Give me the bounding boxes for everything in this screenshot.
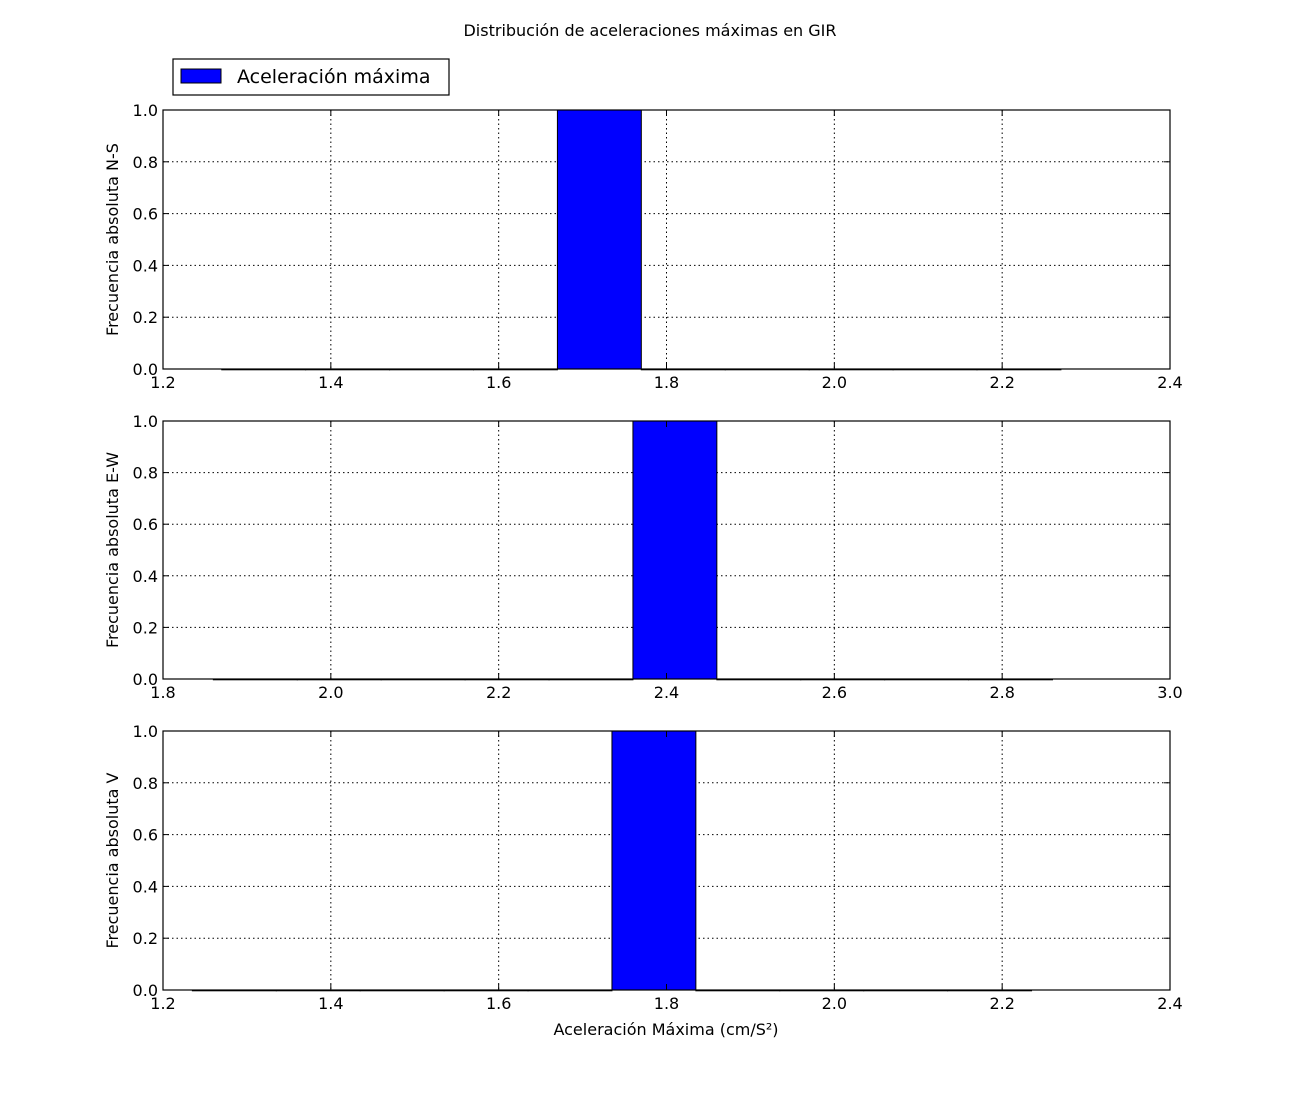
legend: Aceleración máxima [172,58,450,96]
x-tick-label: 2.2 [989,994,1014,1013]
x-tick-label: 1.2 [150,373,175,392]
histogram-bar-ns-4 [556,109,642,370]
x-tick-label: 1.8 [150,683,175,702]
x-tick-label: 1.6 [486,994,511,1013]
subplot-ns: 1.2 1.4 1.6 1.8 2.0 2.2 2.4 0.0 0.2 0.4 0.6 0.8 1.0 F… [103,101,1183,392]
x-tick-label: 2.0 [822,373,847,392]
y-tick-label: 1.0 [133,412,158,431]
subplot-ew: 1.8 2.0 2.2 2.4 2.6 2.8 3.0 0.0 0.2 0.4 0.6 0.8 1.0 F… [103,412,1183,702]
y-tick-label: 0.0 [133,981,158,1000]
axes-frame-ns [162,109,1171,370]
x-tick-label: 2.4 [1157,994,1182,1013]
x-tick-label: 2.2 [989,373,1014,392]
x-tick-label: 1.4 [318,373,343,392]
y-tick-label: 0.2 [133,618,158,637]
y-axis-label-ns: Frecuencia absoluta N-S [103,143,122,336]
x-tick-label: 2.4 [1157,373,1182,392]
y-tick-label: 0.4 [133,567,158,586]
y-tick-label: 0.8 [133,464,158,483]
histogram-bar-ew-5 [632,420,718,680]
x-tick-label: 1.4 [318,994,343,1013]
y-tick-label: 0.6 [133,205,158,224]
y-axis-label-ew: Frecuencia absoluta E-W [103,452,122,648]
x-tick-label: 1.8 [654,994,679,1013]
y-tick-label: 0.6 [133,515,158,534]
legend-swatch [180,68,222,84]
x-tick-label: 2.2 [486,683,511,702]
legend-label: Aceleración máxima [237,66,430,88]
y-tick-label: 0.2 [133,929,158,948]
y-tick-label: 0.4 [133,256,158,275]
y-tick-label: 0.8 [133,774,158,793]
y-tick-label: 0.2 [133,308,158,327]
y-tick-label: 0.8 [133,153,158,172]
chart-title: Distribución de aceleraciones máximas en… [463,21,836,40]
y-tick-label: 1.0 [133,101,158,120]
y-axis-label-v: Frecuencia absoluta V [103,772,122,948]
x-tick-label: 1.2 [150,994,175,1013]
y-tick-label: 0.0 [133,360,158,379]
histogram-bar-v-5 [611,730,697,991]
y-tick-label: 0.0 [133,670,158,689]
x-tick-label: 2.8 [989,683,1014,702]
x-tick-label: 3.0 [1157,683,1182,702]
x-tick-label: 2.0 [318,683,343,702]
x-tick-label: 1.8 [654,373,679,392]
y-tick-label: 0.6 [133,826,158,845]
x-tick-label: 1.6 [486,373,511,392]
x-tick-label: 2.4 [654,683,679,702]
y-tick-label: 1.0 [133,722,158,741]
x-tick-label: 2.0 [822,994,847,1013]
y-tick-label: 0.4 [133,877,158,896]
subplot-v: 1.2 1.4 1.6 1.8 2.0 2.2 2.4 0.0 0.2 0.4 0.6 0.8 1.0 F… [103,722,1183,1013]
x-axis-label: Aceleración Máxima (cm/S²) [553,1020,778,1039]
x-tick-label: 2.6 [822,683,847,702]
